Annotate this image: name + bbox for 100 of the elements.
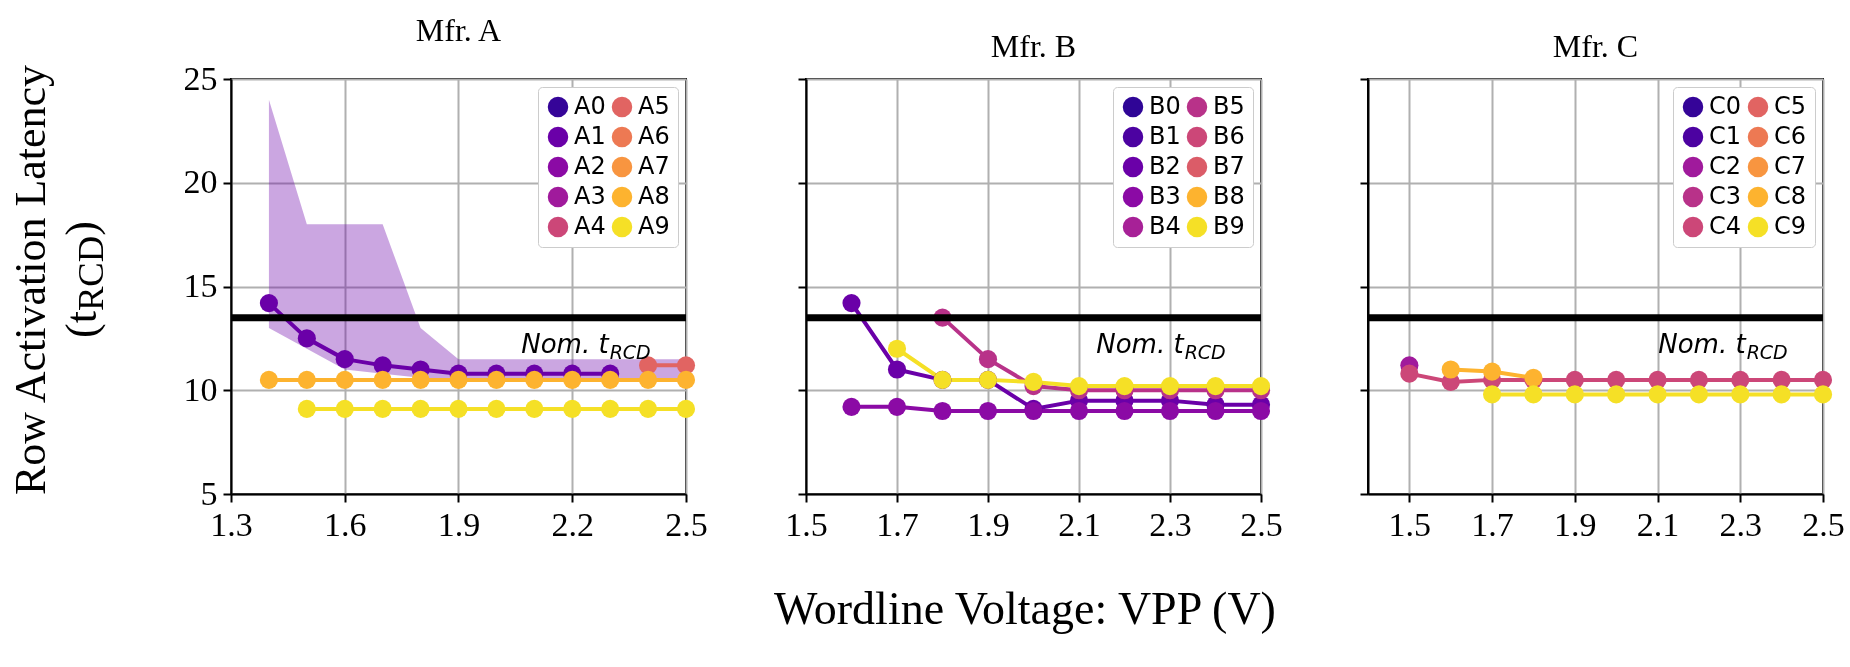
point (639, 399, 658, 418)
legend-label: A2 (574, 152, 606, 180)
point (373, 370, 392, 389)
legend-label: A5 (638, 92, 670, 120)
x-tick-label: 2.3 (1149, 505, 1192, 543)
legend-label: C9 (1774, 212, 1807, 240)
x-tick-label: 1.9 (1554, 505, 1597, 543)
y-tick-label: 10 (183, 370, 218, 408)
legend-label: A9 (638, 212, 670, 240)
point (1689, 370, 1708, 389)
point (411, 399, 430, 418)
legend-label: B6 (1213, 122, 1245, 150)
point (933, 401, 952, 421)
point (297, 399, 316, 418)
point (1689, 385, 1708, 404)
point (887, 360, 907, 379)
point (1251, 401, 1271, 421)
x-tick-label: 1.7 (1471, 505, 1514, 543)
chart-title: Mfr. B (990, 28, 1077, 64)
legend-label: B4 (1149, 212, 1181, 240)
point (487, 399, 506, 418)
legend-label: C7 (1774, 152, 1807, 180)
point (449, 399, 468, 418)
point (601, 370, 620, 389)
point (639, 370, 658, 389)
legend-label: B8 (1213, 182, 1245, 210)
point (1565, 385, 1584, 404)
point (978, 401, 998, 421)
point (1206, 377, 1225, 396)
x-tick-label: 2.1 (1058, 505, 1101, 543)
point (676, 370, 696, 389)
y-tick-label: 15 (183, 267, 218, 304)
point (373, 399, 392, 418)
x-tick-label: 2.5 (665, 505, 708, 543)
x-tick-label: 1.7 (876, 505, 919, 543)
point (676, 399, 696, 418)
point (887, 339, 907, 358)
x-tick-label: 2.5 (1802, 505, 1845, 543)
legend-label: C0 (1709, 92, 1742, 120)
point (1069, 401, 1089, 421)
point (297, 329, 316, 348)
legend-label: A6 (638, 122, 670, 150)
y-tick-label: 20 (183, 163, 218, 201)
legend-label: B2 (1149, 152, 1181, 180)
x-tick-label: 1.6 (324, 505, 367, 543)
y-tick-label: 25 (183, 59, 218, 97)
point (1400, 364, 1419, 383)
point (525, 370, 544, 389)
point (1160, 377, 1180, 396)
legend-label: A4 (574, 212, 606, 240)
point (887, 397, 907, 416)
legend-label: C6 (1774, 122, 1807, 150)
x-tick-label: 1.9 (437, 505, 481, 543)
point (1483, 362, 1502, 381)
point (1813, 370, 1833, 389)
point (1607, 385, 1626, 404)
point (297, 370, 316, 389)
point (1813, 385, 1833, 404)
legend-label: A7 (638, 152, 670, 180)
legend-label: C4 (1709, 212, 1742, 240)
legend-label: B7 (1213, 152, 1245, 180)
legend-label: C2 (1709, 152, 1742, 180)
legend-label: C8 (1774, 182, 1807, 210)
point (335, 350, 354, 369)
point (259, 370, 278, 389)
point (1483, 385, 1502, 404)
legend-label: B5 (1213, 92, 1245, 120)
point (1772, 385, 1791, 404)
legend-label: B9 (1213, 212, 1245, 240)
point (563, 370, 582, 389)
point (259, 294, 278, 313)
point (1251, 377, 1271, 396)
point (1115, 401, 1134, 421)
legend-label: C3 (1709, 182, 1742, 210)
x-tick-label: 2.5 (1240, 505, 1283, 543)
point (335, 399, 354, 418)
point (1731, 385, 1750, 404)
point (449, 370, 468, 389)
point (601, 399, 620, 418)
x-tick-label: 2.1 (1636, 505, 1680, 543)
legend-label: B0 (1149, 92, 1181, 120)
point (1206, 401, 1225, 421)
x-axis-title: Wordline Voltage: VPP (V) (773, 582, 1277, 635)
point (1160, 401, 1180, 421)
legend-label: A1 (574, 122, 606, 150)
chart-title: Mfr. A (415, 12, 502, 48)
x-tick-label: 1.5 (785, 505, 828, 543)
point (1069, 377, 1089, 396)
x-tick-label: 1.5 (1388, 505, 1432, 543)
point (525, 399, 544, 418)
point (842, 294, 861, 313)
legend-label: C1 (1709, 122, 1742, 150)
x-tick-label: 2.2 (551, 505, 594, 543)
point (411, 370, 430, 389)
x-tick-label: 2.3 (1719, 505, 1763, 543)
legend-label: B3 (1149, 182, 1181, 210)
point (978, 350, 998, 369)
point (335, 370, 354, 389)
point (842, 397, 861, 416)
point (1441, 360, 1460, 379)
